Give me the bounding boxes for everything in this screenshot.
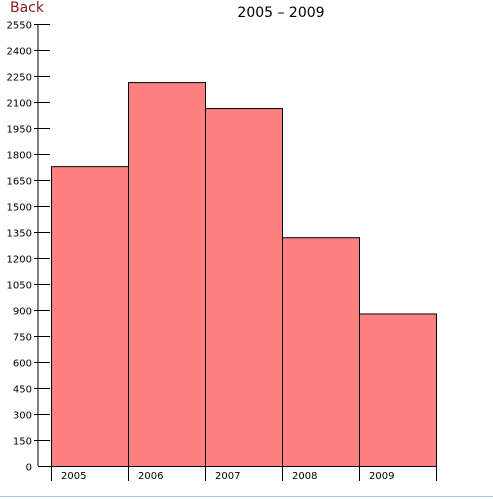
back-link[interactable]: Back (10, 0, 44, 16)
x-tick-label: 2006 (138, 471, 163, 482)
bar-2008 (282, 237, 360, 467)
y-tick-label: 1200 (7, 255, 32, 266)
y-tick-label: 1800 (7, 151, 32, 162)
x-tick-label: 2005 (61, 471, 86, 482)
y-tick-label: 1350 (7, 229, 32, 240)
footer-divider (0, 496, 493, 497)
y-tick-label: 1500 (7, 203, 32, 214)
bar-2009 (359, 313, 437, 468)
x-tick-label: 2009 (369, 471, 394, 482)
y-axis: 0 150 300 450 600 750 900 1050 1200 1350 1500 1650 1… (7, 21, 50, 474)
x-axis: 2005 2006 2007 2008 2009 (38, 466, 437, 482)
bar-2007 (205, 108, 283, 467)
y-tick-label: 150 (13, 437, 32, 448)
y-tick-label: 900 (13, 307, 32, 318)
y-tick-label: 300 (13, 411, 32, 422)
y-tick-label: 2400 (7, 47, 32, 58)
y-tick-label: 1650 (7, 177, 32, 188)
y-tick-label: 0 (26, 463, 32, 474)
bar-2006 (128, 82, 206, 467)
y-tick-label: 750 (13, 333, 32, 344)
y-tick-label: 1950 (7, 125, 32, 136)
y-tick-label: 600 (13, 359, 32, 370)
bar-2005 (51, 166, 129, 467)
x-tick-label: 2007 (215, 471, 240, 482)
y-tick-label: 1050 (7, 281, 32, 292)
y-tick-label: 2100 (7, 99, 32, 110)
y-tick-label: 450 (13, 385, 32, 396)
chart-title: 2005 – 2009 (237, 5, 325, 21)
y-tick-label: 2250 (7, 73, 32, 84)
y-tick-label: 2550 (7, 21, 32, 32)
bars (51, 82, 437, 468)
x-tick-label: 2008 (292, 471, 317, 482)
